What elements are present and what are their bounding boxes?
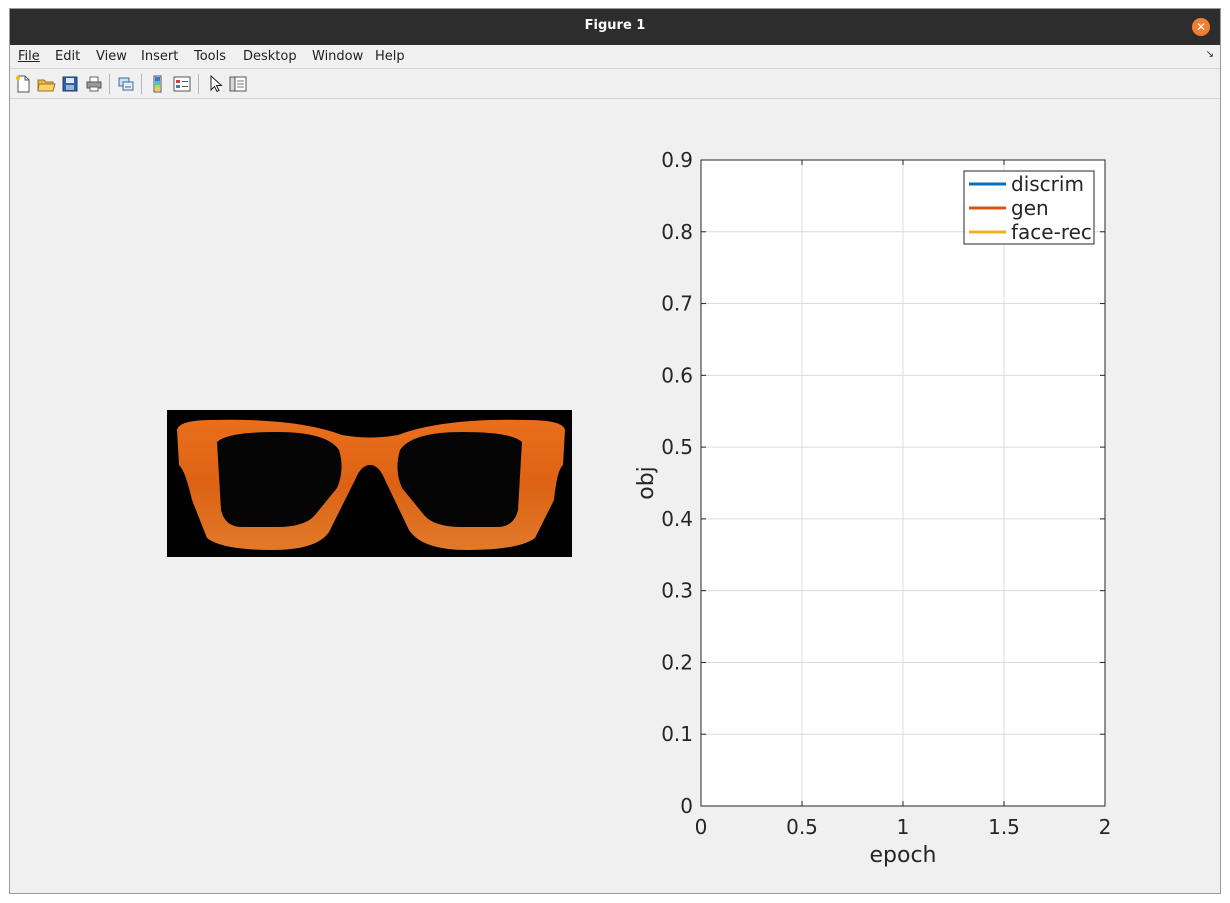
- toolbar-separator: [141, 74, 142, 94]
- y-tick-label: 0.6: [661, 363, 693, 387]
- figure-window: Figure 1 ✕ File Edit View Insert Tools D…: [9, 8, 1221, 894]
- menu-view[interactable]: View: [96, 49, 127, 64]
- y-tick-label: 0.3: [661, 579, 693, 603]
- legend-icon[interactable]: [172, 74, 192, 94]
- dock-arrow-icon[interactable]: ↘: [1205, 49, 1214, 60]
- y-tick-label: 0.1: [661, 722, 693, 746]
- y-tick-label: 0.7: [661, 292, 693, 316]
- legend-label: gen: [1011, 196, 1049, 220]
- toolbar-separator: [109, 74, 110, 94]
- colorbar-icon[interactable]: [148, 74, 168, 94]
- legend-label: discrim: [1011, 172, 1084, 196]
- title-bar[interactable]: Figure 1 ✕: [10, 9, 1220, 45]
- close-icon: ✕: [1195, 20, 1207, 34]
- save-icon[interactable]: [60, 74, 80, 94]
- menu-help[interactable]: Help: [375, 49, 405, 64]
- pointer-icon[interactable]: [205, 74, 225, 94]
- menu-tools[interactable]: Tools: [194, 49, 227, 64]
- right-lens: [397, 432, 522, 527]
- menu-bar: File Edit View Insert Tools Desktop Wind…: [10, 45, 1220, 69]
- window-title: Figure 1: [584, 18, 646, 33]
- menu-insert[interactable]: Insert: [141, 49, 179, 64]
- x-axis-label: epoch: [870, 843, 937, 868]
- link-plot-icon[interactable]: [116, 74, 136, 94]
- menu-edit[interactable]: Edit: [55, 49, 81, 64]
- y-tick-label: 0.4: [661, 507, 693, 531]
- x-tick-label: 0.5: [786, 815, 818, 839]
- y-tick-label: 0: [680, 794, 693, 818]
- toolbar: [10, 69, 1220, 99]
- y-tick-label: 0.2: [661, 650, 693, 674]
- x-tick-label: 1.5: [988, 815, 1020, 839]
- glasses-image: [167, 410, 572, 557]
- plot-frame: [700, 159, 1106, 807]
- x-tick-label: 0: [695, 815, 708, 839]
- figure-canvas: 0 0.5 1 1.5 2 0 0.1 0.2 0.3 0.4 0.5 0.6 0.7 0.8 0.9 epo…: [10, 100, 1220, 893]
- toolbar-separator: [198, 74, 199, 94]
- close-button[interactable]: ✕: [1192, 18, 1210, 36]
- y-tick-label: 0.9: [661, 148, 693, 172]
- y-tick-label: 0.8: [661, 220, 693, 244]
- menu-desktop[interactable]: Desktop: [243, 49, 297, 64]
- y-axis-label: obj: [634, 466, 659, 500]
- x-tick-label: 2: [1099, 815, 1112, 839]
- property-editor-icon[interactable]: [228, 74, 248, 94]
- legend-label: face-rec: [1011, 220, 1092, 244]
- menu-file[interactable]: File: [18, 49, 40, 64]
- menu-window[interactable]: Window: [312, 49, 364, 64]
- chart-plot: 0 0.5 1 1.5 2 0 0.1 0.2 0.3 0.4 0.5 0.6 0.7 0.8 0.9 epo…: [634, 148, 1111, 868]
- print-icon[interactable]: [84, 74, 104, 94]
- chart-axes[interactable]: 0 0.5 1 1.5 2 0 0.1 0.2 0.3 0.4 0.5 0.6 0.7 0.8 0.9 epo…: [634, 148, 1111, 868]
- left-lens: [217, 432, 342, 527]
- x-tick-label: 1: [897, 815, 910, 839]
- y-tick-label: 0.5: [661, 435, 693, 459]
- open-file-icon[interactable]: [36, 74, 56, 94]
- new-figure-icon[interactable]: [13, 74, 33, 94]
